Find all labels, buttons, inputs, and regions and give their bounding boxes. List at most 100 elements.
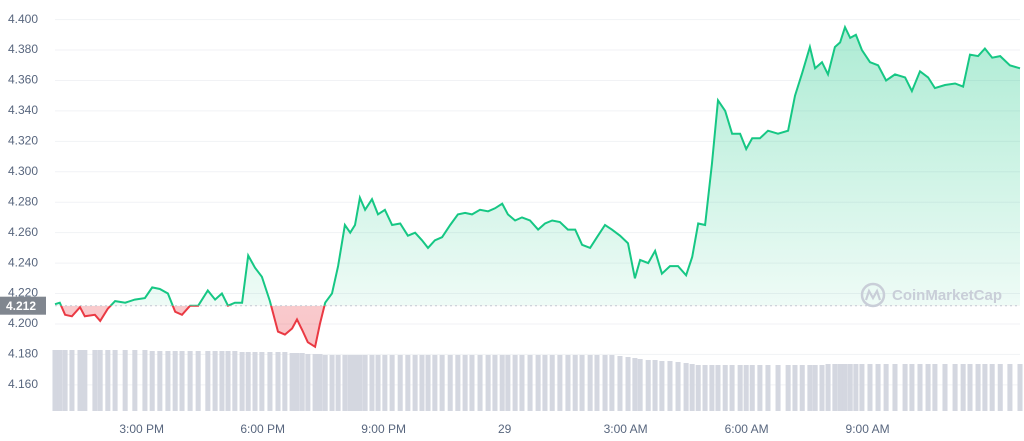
volume-bar <box>469 355 475 411</box>
x-tick-label: 6:00 PM <box>240 422 285 436</box>
volume-bar <box>932 364 938 411</box>
volume-bar <box>960 364 966 411</box>
x-tick-label: 29 <box>498 422 512 436</box>
volume-bar <box>765 365 771 411</box>
volume-bar <box>239 352 245 411</box>
volume-bar <box>245 352 251 411</box>
x-tick-label: 9:00 PM <box>361 422 406 436</box>
volume-bar <box>792 365 798 411</box>
volume-bar <box>695 365 701 411</box>
volume-bar <box>179 351 185 411</box>
y-tick-label: 4.340 <box>8 103 38 117</box>
watermark-text: CoinMarketCap <box>892 287 1002 304</box>
y-tick-label: 4.180 <box>8 347 38 361</box>
volume-bar <box>535 355 541 411</box>
volume-bar <box>867 364 873 411</box>
volume-bar <box>267 352 273 411</box>
volume-bar <box>322 355 328 411</box>
volume-bar <box>232 351 238 411</box>
volume-bar <box>1007 364 1013 411</box>
watermark-logo-mark <box>864 288 882 301</box>
volume-bar <box>565 355 571 411</box>
volume-bar <box>952 364 958 411</box>
y-tick-label: 4.260 <box>8 225 38 239</box>
volume-bar <box>335 355 341 411</box>
volume-bar <box>397 355 403 411</box>
volume-bar <box>702 365 708 411</box>
baseline-label: 4.212 <box>6 299 36 313</box>
volume-bar <box>925 364 931 411</box>
volume-bar <box>357 355 363 411</box>
volume-bar <box>485 355 491 411</box>
volume-bar <box>172 351 178 411</box>
volume-bar <box>52 350 58 411</box>
volume-bar <box>689 364 695 411</box>
volume-bar <box>625 357 631 411</box>
volume-bar <box>825 364 831 411</box>
volume-bar <box>549 355 555 411</box>
volume-bar <box>709 365 715 411</box>
volume-bar <box>352 355 358 411</box>
price-line <box>54 24 1021 306</box>
volume-bar <box>632 358 638 411</box>
volume-bar <box>609 355 615 411</box>
volume-bar <box>294 353 300 411</box>
volume-bar <box>505 355 511 411</box>
volume-bar <box>722 365 728 411</box>
volume-bar <box>602 355 608 411</box>
volume-bar <box>883 364 889 411</box>
volume-bar <box>859 364 865 411</box>
y-tick-label: 4.320 <box>8 134 38 148</box>
y-tick-label: 4.240 <box>8 255 38 269</box>
volume-bar <box>683 363 689 411</box>
y-tick-label: 4.160 <box>8 377 38 391</box>
volume-bar <box>749 365 755 411</box>
volume-bar <box>743 365 749 411</box>
volume-bar <box>382 355 388 411</box>
volume-bar <box>369 355 375 411</box>
volume-bar <box>637 359 643 411</box>
volume-bar <box>425 355 431 411</box>
volume-bar <box>362 355 368 411</box>
volume-bar <box>77 350 83 411</box>
volume-bar <box>842 364 848 411</box>
volume-bar <box>645 360 651 411</box>
volume-bar <box>512 355 518 411</box>
y-tick-label: 4.360 <box>8 73 38 87</box>
x-tick-label: 3:00 AM <box>604 422 648 436</box>
volume-bar <box>587 355 593 411</box>
volume-bar <box>149 351 155 411</box>
volume-bar <box>252 352 258 411</box>
volume-bar <box>909 364 915 411</box>
volume-bar <box>975 364 981 411</box>
volume-bar <box>832 364 838 411</box>
y-tick-label: 4.280 <box>8 194 38 208</box>
volume-bar <box>342 355 348 411</box>
volume-bar <box>195 351 201 411</box>
volume-bar <box>847 364 853 411</box>
volume-bar <box>299 353 305 411</box>
volume-bar <box>812 365 818 411</box>
volume-bar <box>729 365 735 411</box>
watermark-logo <box>860 282 886 308</box>
volume-bar <box>259 352 265 411</box>
volume-bar <box>659 361 665 411</box>
volume-bar <box>389 355 395 411</box>
baseline-label-box <box>0 296 46 315</box>
volume-bar <box>557 355 563 411</box>
volume-bar <box>989 364 995 411</box>
volume-bar <box>902 364 908 411</box>
volume-bar <box>462 355 468 411</box>
volume-bar <box>282 352 288 411</box>
volume-bar <box>853 364 859 411</box>
volume-bar <box>187 351 193 411</box>
volume-bar <box>675 362 681 411</box>
volume-bar <box>499 355 505 411</box>
x-tick-label: 6:00 AM <box>725 422 769 436</box>
volume-bar <box>997 364 1003 411</box>
plot: 4.160 4.180 4.200 4.220 4.240 4.260 4.280 4.300… <box>0 12 1023 436</box>
volume-bar <box>225 351 231 411</box>
volume-bar <box>542 355 548 411</box>
volume-bar <box>667 361 673 411</box>
volume-bar <box>112 350 118 411</box>
